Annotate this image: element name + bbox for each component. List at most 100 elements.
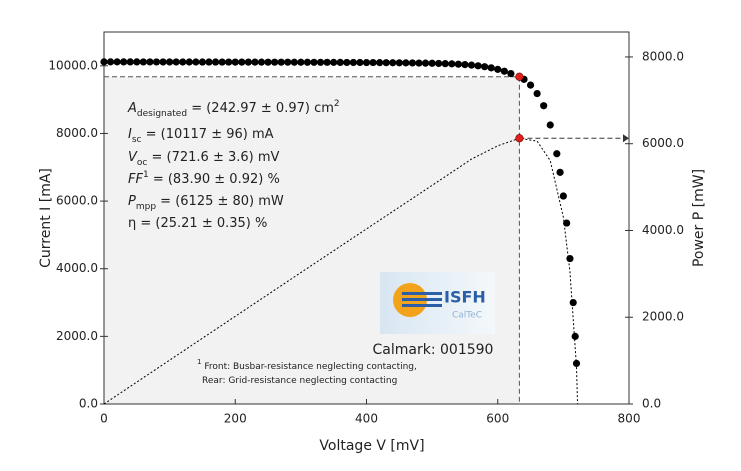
current-point: [402, 59, 410, 67]
current-point: [211, 58, 220, 66]
y2-tick-label: 4000.0: [642, 223, 684, 237]
current-point: [343, 58, 351, 67]
x-tick-label: 400: [355, 412, 378, 426]
current-point: [126, 58, 134, 66]
current-point: [533, 89, 541, 98]
current-point: [428, 59, 436, 67]
annotation-subscript: designated: [137, 109, 187, 119]
current-point: [408, 59, 417, 67]
annotation: Voc = (721.6 ± 3.6) mV: [128, 150, 280, 168]
y2-axis-label: Power P [mW]: [691, 169, 707, 267]
y-tick-label: 8000.0: [56, 126, 98, 140]
y-tick-label: 6000.0: [56, 194, 98, 208]
current-point: [113, 58, 121, 66]
y2-tick-label: 8000.0: [642, 49, 684, 63]
current-point: [556, 168, 564, 176]
current-point: [395, 59, 403, 67]
current-point: [421, 59, 430, 67]
current-point: [172, 58, 180, 66]
logo-name: ISFH: [444, 288, 486, 307]
annotation-symbol: A: [127, 101, 137, 116]
current-point: [494, 65, 502, 73]
current-point: [271, 58, 279, 66]
y-tick-label: 4000.0: [56, 261, 98, 275]
current-point: [526, 81, 535, 89]
current-point: [369, 58, 377, 67]
current-point: [415, 59, 423, 67]
current-point: [205, 58, 213, 66]
calmark: Calmark: 001590: [373, 342, 494, 358]
current-point: [563, 219, 571, 227]
x-axis-label: Voltage V [mV]: [319, 438, 424, 454]
current-point: [500, 67, 508, 75]
mpp-region: [104, 76, 520, 405]
current-point: [487, 64, 495, 72]
y-tick-label: 2000.0: [56, 329, 98, 343]
annotation-symbol: I: [128, 127, 132, 142]
current-point: [559, 192, 567, 200]
logo-subtitle: CalTeC: [452, 311, 482, 321]
logo: ISFH CalTeC: [380, 272, 495, 334]
annotation-superscript: 1: [143, 170, 149, 180]
current-point: [566, 254, 574, 263]
current-point: [277, 58, 285, 66]
annotation-superscript: 2: [334, 99, 340, 109]
current-point: [284, 58, 292, 66]
footnote-superscript: 1: [197, 358, 201, 366]
annotation-subscript: oc: [137, 158, 148, 168]
annotation-subscript: mpp: [136, 202, 156, 212]
current-point: [376, 59, 384, 67]
annotation-subscript: sc: [132, 135, 142, 145]
current-point: [251, 58, 259, 66]
current-point: [264, 58, 272, 66]
current-point: [507, 69, 515, 78]
current-point: [316, 58, 325, 66]
current-point: [100, 58, 108, 66]
current-point: [540, 102, 548, 110]
current-point: [349, 58, 357, 67]
current-point: [120, 58, 128, 66]
current-point: [139, 58, 147, 66]
current-point: [179, 58, 187, 66]
annotation-text: = (6125 ± 80) mW: [156, 194, 284, 209]
current-point: [448, 60, 456, 68]
y-tick-label: 0.0: [79, 397, 98, 411]
annotation-symbol: P: [128, 194, 136, 209]
current-point: [481, 63, 489, 71]
current-point: [146, 58, 154, 66]
x-tick-label: 800: [618, 412, 641, 426]
footnote: 1 Front: Busbar-resistance neglecting co…: [197, 358, 417, 372]
current-point: [461, 61, 469, 69]
current-point: [297, 58, 305, 66]
current-point: [441, 60, 449, 68]
y2-tick-label: 6000.0: [642, 136, 684, 150]
x-tick-label: 0: [100, 412, 108, 426]
current-point: [238, 58, 246, 66]
current-point: [553, 150, 561, 158]
current-point: [330, 58, 338, 66]
current-point: [362, 58, 371, 67]
x-tick-label: 600: [486, 412, 509, 426]
power-line: [103, 137, 579, 405]
annotation: Adesignated = (242.97 ± 0.97) cm2: [127, 99, 340, 119]
y-tick-label: 10000.0: [48, 58, 98, 72]
y-axis-label: Current I [mA]: [38, 168, 54, 268]
current-point: [336, 58, 344, 67]
current-point: [218, 58, 226, 66]
footnote-text: Front: Busbar-resistance neglecting cont…: [201, 362, 416, 372]
current-point: [290, 58, 298, 66]
annotation-symbol: V: [128, 150, 138, 165]
annotation: FF1 = (83.90 ± 0.92) %: [128, 170, 280, 187]
y2-tick-label: 2000.0: [642, 310, 684, 324]
current-point: [303, 58, 312, 66]
current-point: [133, 58, 141, 66]
current-point: [435, 59, 443, 68]
current-point: [467, 61, 476, 69]
current-point: [546, 121, 554, 129]
current-point: [231, 58, 239, 66]
current-point: [106, 58, 115, 66]
mpp-power-point: [515, 134, 524, 143]
current-point: [257, 58, 266, 66]
x-tick-label: 200: [224, 412, 247, 426]
current-point: [185, 58, 193, 66]
